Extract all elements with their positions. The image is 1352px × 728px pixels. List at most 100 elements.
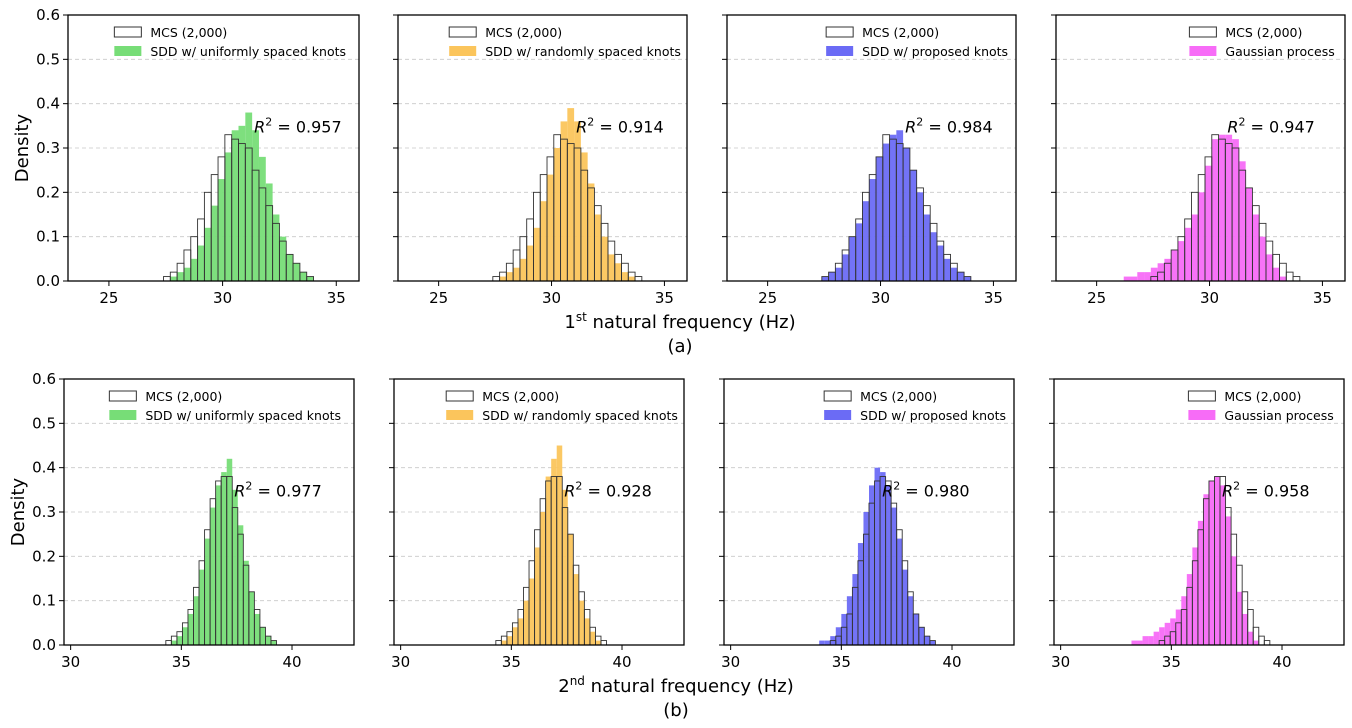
model-bar: [1272, 267, 1280, 281]
legend-label-reference: MCS (2,000): [485, 25, 562, 40]
model-bar: [916, 192, 924, 281]
y-tick-label: 0.4: [36, 95, 60, 113]
model-bar: [841, 613, 847, 645]
model-bar: [231, 130, 239, 281]
model-bar: [560, 121, 568, 282]
legend-label-reference: MCS (2,000): [862, 25, 939, 40]
model-bar: [556, 445, 563, 645]
caption-row-a: (a): [667, 336, 692, 357]
legend-label-reference: MCS (2,000): [482, 389, 559, 404]
model-bar: [846, 596, 853, 645]
model-bar: [547, 174, 554, 281]
model-bar: [607, 254, 615, 281]
model-bar: [1192, 547, 1198, 645]
model-bar: [187, 613, 194, 645]
model-bar: [589, 631, 596, 645]
panel-1-3: 30 35 40 MCS (2,000) Gaussian process R2 = 0.…: [1049, 378, 1345, 671]
model-bar: [828, 272, 836, 281]
model-bar: [1214, 476, 1221, 645]
x-tick-label: 30: [721, 653, 740, 671]
legend-label-model: SDD w/ randomly spaced knots: [482, 408, 678, 423]
model-bar: [902, 569, 908, 645]
model-bar: [595, 640, 601, 645]
model-bar: [1236, 591, 1243, 645]
legend-label-reference: MCS (2,000): [145, 389, 222, 404]
model-bar: [226, 458, 233, 645]
legend-swatch-model: [109, 410, 137, 420]
x-axis-label-row-a: 1st natural frequency (Hz): [564, 310, 795, 333]
y-tick-label: 0.5: [32, 414, 56, 432]
caption-row-b: (b): [663, 700, 688, 721]
y-tick-label: 0.1: [32, 592, 56, 610]
model-bar: [821, 276, 829, 281]
model-bar: [1205, 165, 1212, 281]
model-bar: [869, 485, 875, 645]
model-bar: [1191, 214, 1199, 281]
reference-bar: [495, 640, 502, 646]
model-bar: [584, 618, 590, 645]
y-tick-label: 0.1: [36, 228, 60, 246]
model-bar: [211, 205, 219, 281]
model-bar: [265, 183, 273, 281]
x-axis-label-row-b: 2nd natural frequency (Hz): [558, 674, 794, 697]
model-bar: [1171, 249, 1178, 281]
model-bar: [232, 489, 238, 645]
y-tick-label: 0.6: [32, 370, 56, 388]
x-tick-label: 35: [655, 289, 674, 307]
reference-bar: [165, 640, 172, 646]
model-bar: [183, 267, 191, 281]
model-bar: [903, 148, 910, 281]
x-tick-label: 30: [1200, 289, 1219, 307]
model-bar: [218, 179, 225, 281]
model-bar: [199, 569, 205, 645]
model-bar: [259, 627, 266, 645]
legend-swatch-reference: [445, 390, 474, 402]
model-bar: [578, 600, 585, 645]
model-bar: [1242, 613, 1248, 645]
x-tick-label: 40: [282, 653, 301, 671]
model-bar: [1184, 227, 1192, 281]
legend-label-model: SDD w/ proposed knots: [860, 408, 1006, 423]
legend-swatch-reference: [1188, 26, 1217, 38]
x-tick-label: 35: [327, 289, 346, 307]
legend-swatch-reference: [1187, 390, 1216, 402]
legend-label-reference: MCS (2,000): [1225, 25, 1302, 40]
model-bar: [1144, 272, 1151, 281]
model-bar: [533, 227, 541, 281]
model-bar: [924, 636, 930, 645]
model-bar: [889, 134, 897, 281]
model-bar: [1259, 236, 1266, 281]
x-tick-label: 40: [1272, 653, 1291, 671]
model-bar: [506, 636, 513, 645]
model-bar: [876, 156, 883, 281]
model-bar: [882, 143, 890, 281]
model-bar: [842, 254, 849, 281]
model-bar: [279, 236, 287, 281]
model-bar: [499, 276, 507, 281]
model-bar: [567, 534, 574, 645]
model-bar: [182, 627, 188, 645]
model-bar: [534, 547, 541, 645]
model-bar: [848, 236, 856, 281]
model-bar: [1203, 494, 1209, 645]
legend-label-model: SDD w/ randomly spaced knots: [485, 44, 681, 59]
model-bar: [580, 152, 588, 281]
legend-swatch-model: [824, 410, 852, 420]
model-bar: [1123, 276, 1131, 281]
model-bar: [923, 214, 931, 281]
model-bar: [526, 245, 534, 281]
model-bar: [1245, 187, 1253, 281]
model-bar: [243, 560, 249, 645]
x-tick-label: 35: [1313, 289, 1332, 307]
model-bar: [258, 156, 266, 281]
legend-swatch-model: [1188, 410, 1216, 420]
model-bar: [215, 485, 222, 645]
y-tick-label: 0.2: [32, 547, 56, 565]
model-bar: [171, 640, 177, 645]
model-bar: [299, 272, 307, 281]
model-bar: [621, 272, 629, 281]
model-bar: [1225, 516, 1232, 645]
model-bar: [824, 640, 831, 645]
model-bar: [896, 538, 903, 645]
y-tick-label: 0.0: [36, 272, 60, 290]
